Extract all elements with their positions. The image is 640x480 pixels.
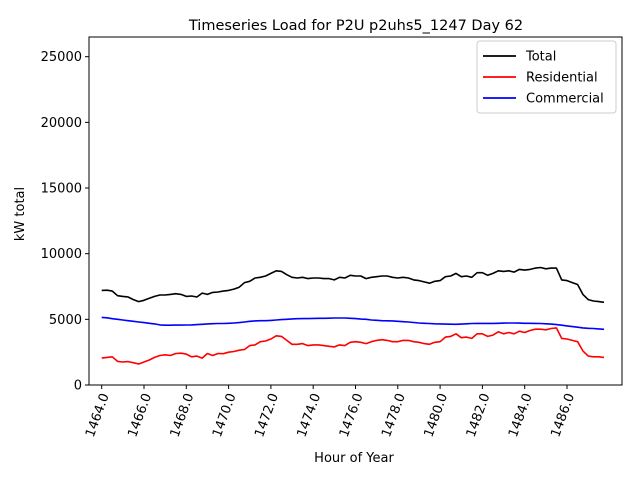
legend-label-residential: Residential (526, 71, 598, 86)
x-axis-ticks: 1464.0 1466.0 1468.0 1470.0 1472.0 1474.0 1476… (83, 385, 578, 439)
y-tick-label: 0 (74, 379, 82, 394)
y-tick-label: 25000 (41, 50, 82, 65)
y-tick-label: 15000 (41, 182, 82, 197)
plot-frame (88, 36, 623, 386)
x-tick-label: 1478.0 (379, 391, 409, 439)
series-line-total (101, 266, 605, 304)
x-tick-label: 1470.0 (210, 391, 240, 439)
legend-label-commercial: Commercial (526, 92, 604, 107)
x-tick-label: 1466.0 (125, 391, 155, 439)
legend-box (476, 40, 617, 114)
x-tick-label: 1482.0 (464, 391, 494, 439)
legend: Total Residential Commercial (476, 40, 617, 114)
chart-title: Timeseries Load for P2U p2uhs5_1247 Day … (188, 18, 523, 34)
y-tick-label: 20000 (41, 116, 82, 131)
x-tick-label: 1480.0 (421, 391, 451, 439)
series-lines (101, 266, 605, 365)
x-tick-label: 1476.0 (337, 391, 367, 439)
x-tick-label: 1472.0 (252, 391, 282, 439)
x-axis-label: Hour of Year (314, 451, 394, 466)
series-line-residential (101, 327, 605, 365)
x-tick-label: 1486.0 (548, 391, 578, 439)
y-axis-label: kW total (13, 187, 28, 241)
y-axis-ticks: 0 5000 10000 15000 20000 25000 (41, 50, 89, 394)
y-tick-label: 10000 (41, 247, 82, 262)
x-tick-label: 1484.0 (506, 391, 536, 439)
x-tick-label: 1474.0 (295, 391, 325, 439)
series-line-commercial (101, 316, 605, 331)
y-tick-label: 5000 (49, 313, 82, 328)
x-tick-label: 1468.0 (168, 391, 198, 439)
x-tick-label: 1464.0 (83, 391, 113, 439)
legend-label-total: Total (525, 50, 556, 65)
